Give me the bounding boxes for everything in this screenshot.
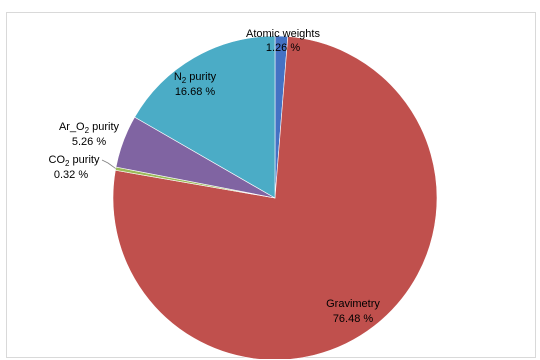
value-aro2-purity: 5.26 % xyxy=(72,136,106,148)
pie-slices xyxy=(112,35,438,359)
chart-frame: Atomic weights 1.26 % N2 purity 16.68 % … xyxy=(6,12,536,359)
value-n2-purity: 16.68 % xyxy=(175,86,216,98)
label-co2-purity: CO2 purity xyxy=(49,154,100,168)
label-n2-sub: 2 xyxy=(182,76,187,85)
slice-n2 xyxy=(134,35,276,199)
label-gravimetry: Gravimetry xyxy=(326,298,380,310)
pie-chart: Atomic weights 1.26 % N2 purity 16.68 % … xyxy=(49,28,438,359)
label-co2-suffix: purity xyxy=(69,154,99,166)
label-aro2-sub: 2 xyxy=(85,126,90,135)
label-atomic-weights: Atomic weights xyxy=(246,28,320,40)
label-n2-purity: N2 purity xyxy=(174,71,217,85)
leader-lines xyxy=(101,159,116,169)
label-aro2-suffix: purity xyxy=(89,121,119,133)
label-n2-suffix: purity xyxy=(186,71,216,83)
label-aro2-purity: Ar_O2 purity xyxy=(59,121,120,135)
label-co2-main: CO xyxy=(49,154,66,166)
label-co2-sub: 2 xyxy=(65,159,70,168)
value-co2-purity: 0.32 % xyxy=(54,169,88,181)
slice-grav xyxy=(112,36,438,359)
value-atomic-weights: 1.26 % xyxy=(266,42,300,54)
value-gravimetry: 76.48 % xyxy=(333,313,374,325)
label-aro2-main: Ar_O xyxy=(59,121,85,133)
leader-co2 xyxy=(101,159,116,169)
label-n2-main: N xyxy=(174,71,182,83)
